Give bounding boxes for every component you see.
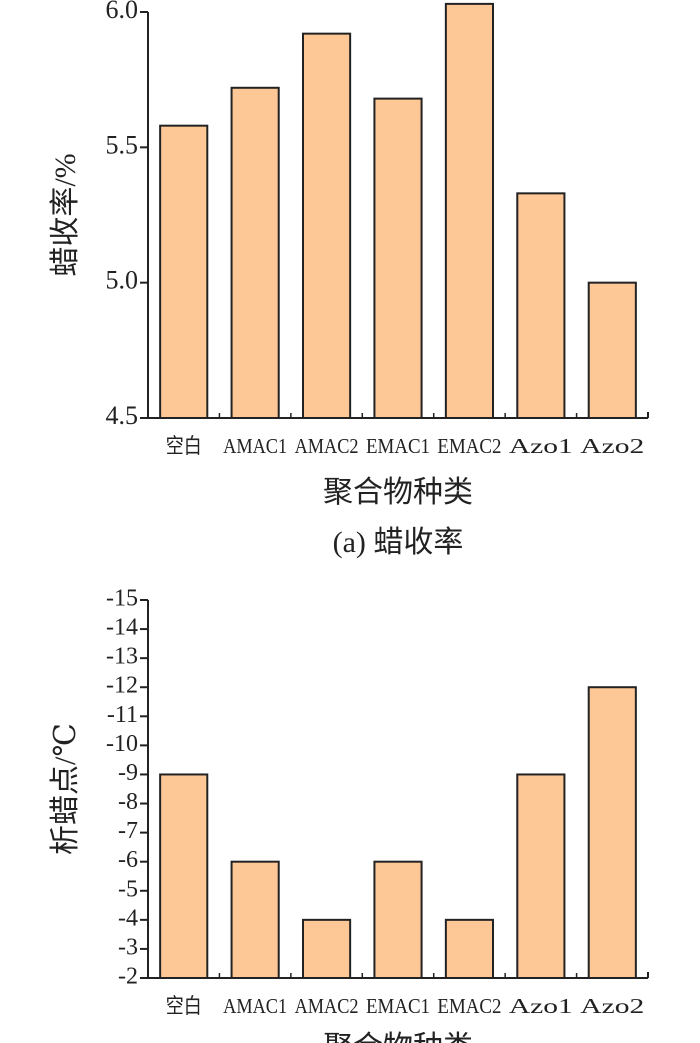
- bar: [587, 281, 637, 419]
- y-tick-label: -8: [118, 789, 138, 815]
- y-axis-label: 析蜡点/℃: [49, 723, 82, 855]
- x-axis-label: 聚合物种类: [323, 1031, 473, 1043]
- y-tick-label: -12: [106, 673, 138, 699]
- x-tick-label: AMAC2: [295, 994, 359, 1018]
- x-tick-label: EMAC2: [437, 994, 501, 1018]
- bar: [516, 773, 566, 980]
- bar: [230, 86, 280, 420]
- bar: [302, 32, 352, 420]
- y-tick-label: -7: [118, 818, 138, 844]
- y-tick-label: -13: [106, 644, 138, 670]
- caption: (a) 蜡收率: [333, 526, 464, 559]
- y-tick-label: -3: [118, 934, 138, 960]
- x-tick-label: Azo1: [509, 434, 573, 458]
- bar: [230, 860, 280, 980]
- y-tick-label: 4.5: [106, 401, 139, 430]
- bar: [159, 124, 209, 420]
- y-tick-label: -6: [118, 847, 138, 873]
- x-tick-label: 空白: [166, 434, 202, 458]
- y-tick-label: -11: [107, 702, 138, 728]
- x-tick-label: AMAC1: [223, 994, 287, 1018]
- y-tick-label: 5.5: [106, 130, 139, 159]
- y-tick-label: -9: [118, 760, 138, 786]
- bar: [373, 860, 423, 980]
- bar: [516, 192, 566, 419]
- bar: [373, 97, 423, 419]
- bar: [444, 2, 495, 419]
- x-tick-label: EMAC2: [437, 434, 501, 458]
- bar: [159, 773, 209, 980]
- x-tick-label: Azo2: [580, 994, 644, 1018]
- y-tick-label: 5.0: [106, 266, 139, 295]
- bar: [302, 918, 352, 979]
- x-tick-label: EMAC1: [366, 994, 430, 1018]
- x-tick-label: EMAC1: [366, 434, 430, 458]
- x-tick-label: AMAC1: [223, 434, 287, 458]
- x-axis-label: 聚合物种类: [323, 476, 473, 509]
- y-tick-label: 6.0: [106, 0, 139, 24]
- y-tick-label: -14: [106, 615, 138, 641]
- x-tick-label: 空白: [166, 994, 202, 1018]
- bar: [444, 918, 495, 979]
- y-tick-label: -4: [118, 905, 138, 931]
- y-axis-label: 蜡收率/%: [49, 153, 82, 276]
- y-tick-label: -15: [106, 586, 138, 612]
- y-tick-label: -10: [106, 731, 138, 757]
- y-tick-label: -2: [118, 964, 138, 990]
- bar: [587, 686, 637, 979]
- x-tick-label: Azo2: [580, 434, 644, 458]
- y-tick-label: -5: [118, 876, 138, 902]
- x-tick-label: Azo1: [509, 994, 573, 1018]
- x-tick-label: AMAC2: [295, 434, 359, 458]
